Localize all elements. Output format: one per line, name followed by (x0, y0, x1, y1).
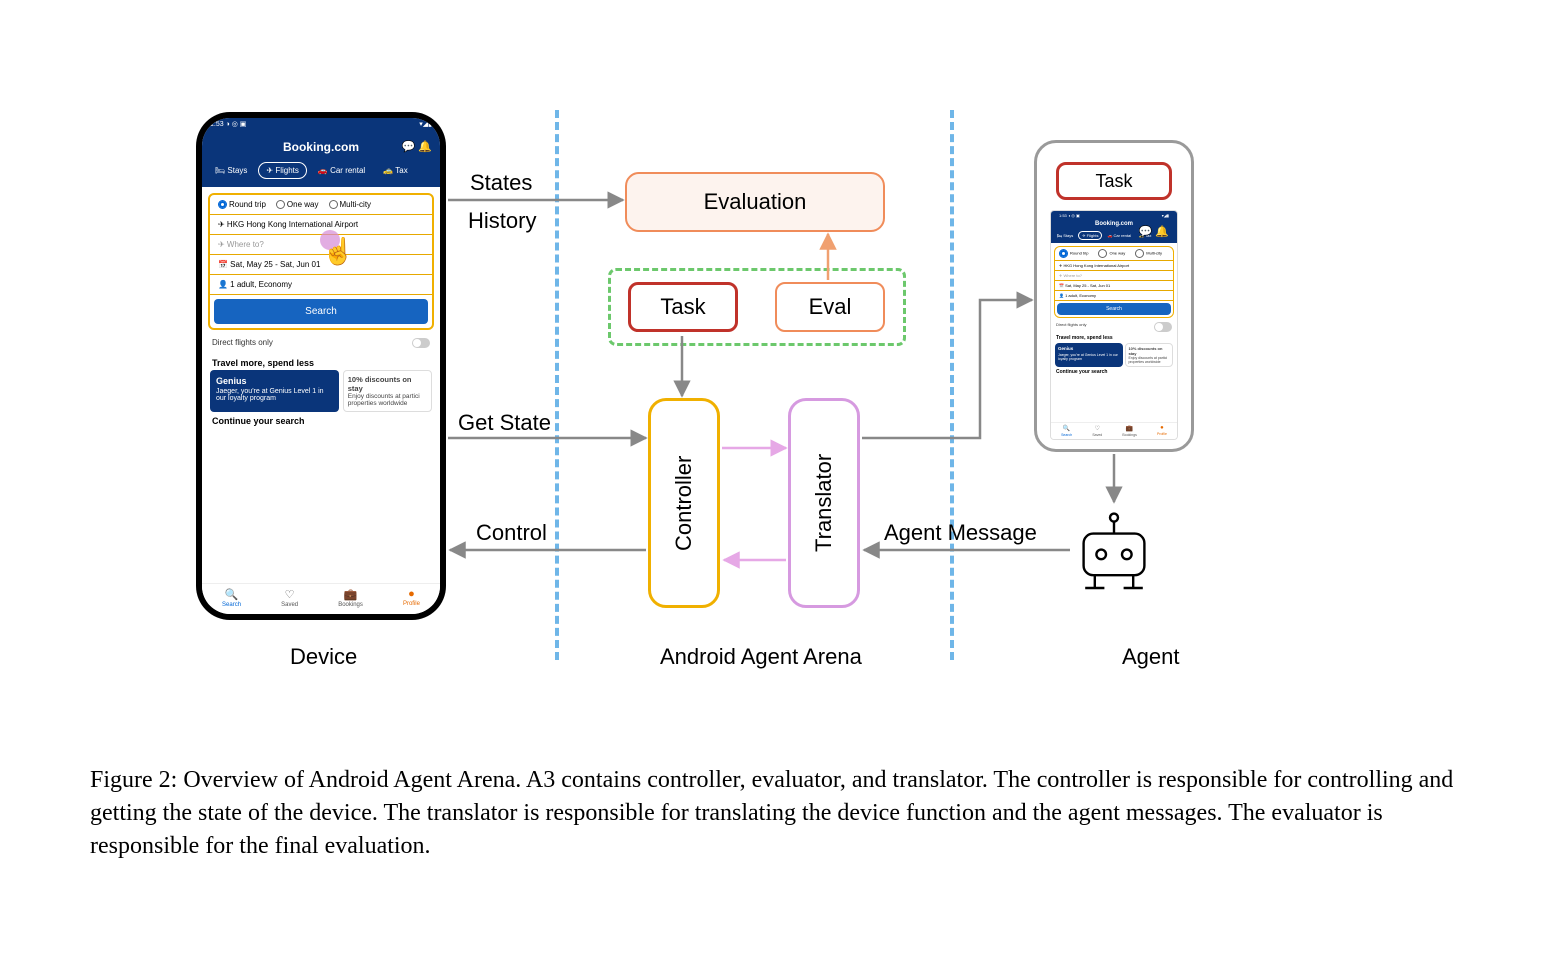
flow-label-get-state: Get State (458, 410, 551, 436)
bottom-nav: 🔍Search ♡Saved 💼Bookings ●Profile (1051, 422, 1177, 439)
app-header: Booking.com💬 🔔 (202, 134, 440, 158)
bottom-nav-item[interactable]: ●Profile (1157, 425, 1167, 437)
app-header: Booking.com💬 🔔 (1051, 219, 1177, 229)
device-phone-screen: 1:53 ◑ ◎ ▣▾◢▮ Booking.com💬 🔔 🛏 Stays✈ Fl… (202, 118, 440, 614)
block-eval: Eval (775, 282, 885, 332)
section-continue: Continue your search (1051, 367, 1177, 377)
bell-icon[interactable]: 💬 🔔 (402, 140, 432, 153)
block-task-label: Task (660, 294, 705, 320)
block-translator: Translator (788, 398, 860, 608)
block-evaluation-label: Evaluation (704, 189, 807, 215)
booking-tab[interactable]: 🚗 Car rental (311, 162, 372, 179)
discount-card[interactable]: 10% discounts on stayEnjoy discounts at … (1125, 343, 1173, 367)
booking-tab[interactable]: 🛏 Stays (208, 162, 254, 179)
dates-row[interactable]: 📅 Sat, May 25 - Sat, Jun 01 (210, 255, 432, 275)
block-eval-label: Eval (809, 294, 852, 320)
section-travel-more: Travel more, spend less (1051, 333, 1177, 343)
direct-flights-row[interactable]: Direct flights only (1051, 321, 1177, 333)
booking-tab[interactable]: 🚗 Car rental (1104, 231, 1134, 240)
pax-row[interactable]: 👤 1 adult, Economy (1055, 291, 1173, 301)
bottom-nav-item[interactable]: 💼Bookings (338, 588, 363, 608)
dates-row[interactable]: 📅 Sat, May 25 - Sat, Jun 01 (1055, 281, 1173, 291)
search-card: Round tripOne wayMulti-city ✈ HKG Hong K… (208, 193, 434, 330)
bottom-nav-item[interactable]: ♡Saved (1092, 425, 1102, 437)
block-task: Task (628, 282, 738, 332)
from-row[interactable]: ✈ HKG Hong Kong International Airport (1055, 261, 1173, 271)
genius-card[interactable]: GeniusJaeger, you're at Genius Level 1 i… (210, 370, 339, 412)
trip-type-row[interactable]: Round tripOne wayMulti-city (1055, 247, 1173, 261)
booking-tab[interactable]: 🛏 Stays (1054, 231, 1076, 240)
status-bar: 1:53 ◑ ◎ ▣▾◢▮ (202, 118, 440, 134)
separator-right (950, 110, 954, 660)
flow-label-states: States (470, 170, 532, 196)
toggle-icon[interactable] (1154, 322, 1172, 332)
agent-mini-screenshot: 1:53 ◑ ◎ ▣▾◢▮ Booking.com💬 🔔 🛏 Stays✈ Fl… (1050, 210, 1178, 440)
category-tabs: 🛏 Stays✈ Flights🚗 Car rental🚕 Tax (202, 158, 440, 187)
discount-card[interactable]: 10% discounts on stayEnjoy discounts at … (343, 370, 432, 412)
section-continue: Continue your search (202, 412, 440, 428)
block-controller: Controller (648, 398, 720, 608)
booking-tab[interactable]: ✈ Flights (1078, 231, 1102, 240)
to-row[interactable]: ✈ Where to? (1055, 271, 1173, 281)
device-phone-frame: 1:53 ◑ ◎ ▣▾◢▮ Booking.com💬 🔔 🛏 Stays✈ Fl… (196, 112, 446, 620)
flow-label-agent-message: Agent Message (884, 520, 1037, 546)
trip-type-row[interactable]: Round tripOne wayMulti-city (210, 195, 432, 215)
bottom-nav: 🔍Search ♡Saved 💼Bookings ●Profile (202, 583, 440, 614)
tap-indicator (320, 230, 340, 250)
agent-task-block: Task (1056, 162, 1172, 200)
block-translator-label: Translator (811, 454, 837, 552)
bottom-nav-item[interactable]: ●Profile (403, 588, 420, 608)
section-travel-more: Travel more, spend less (202, 354, 440, 370)
column-label-arena: Android Agent Arena (660, 644, 862, 670)
bell-icon[interactable]: 💬 🔔 (1139, 225, 1169, 238)
block-controller-label: Controller (671, 455, 697, 550)
diagram-canvas: Device Android Agent Arena Agent States … (0, 0, 1560, 958)
figure-caption: Figure 2: Overview of Android Agent Aren… (90, 764, 1470, 863)
agent-task-label: Task (1095, 171, 1132, 192)
bottom-nav-item[interactable]: ♡Saved (281, 588, 298, 608)
search-button[interactable]: Search (214, 299, 428, 324)
direct-flights-row[interactable]: Direct flights only (202, 336, 440, 354)
from-row[interactable]: ✈ HKG Hong Kong International Airport (210, 215, 432, 235)
bottom-nav-item[interactable]: 💼Bookings (1122, 425, 1136, 437)
pax-row[interactable]: 👤 1 adult, Economy (210, 275, 432, 295)
booking-tab[interactable]: 🚕 Tax (376, 162, 415, 179)
booking-tab[interactable]: ✈ Flights (258, 162, 307, 179)
search-button[interactable]: Search (1057, 303, 1171, 315)
block-evaluation: Evaluation (625, 172, 885, 232)
robot-icon (1074, 508, 1154, 596)
toggle-icon[interactable] (412, 338, 430, 348)
flow-label-history: History (468, 208, 536, 234)
bottom-nav-item[interactable]: 🔍Search (222, 588, 241, 608)
bottom-nav-item[interactable]: 🔍Search (1061, 425, 1072, 437)
column-label-agent: Agent (1122, 644, 1180, 670)
status-bar: 1:53 ◑ ◎ ▣▾◢▮ (1051, 211, 1177, 219)
separator-left (555, 110, 559, 660)
column-label-device: Device (290, 644, 357, 670)
flow-label-control: Control (476, 520, 547, 546)
search-card: Round tripOne wayMulti-city ✈ HKG Hong K… (1054, 246, 1174, 318)
genius-card[interactable]: GeniusJaeger, you're at Genius Level 1 i… (1055, 343, 1123, 367)
